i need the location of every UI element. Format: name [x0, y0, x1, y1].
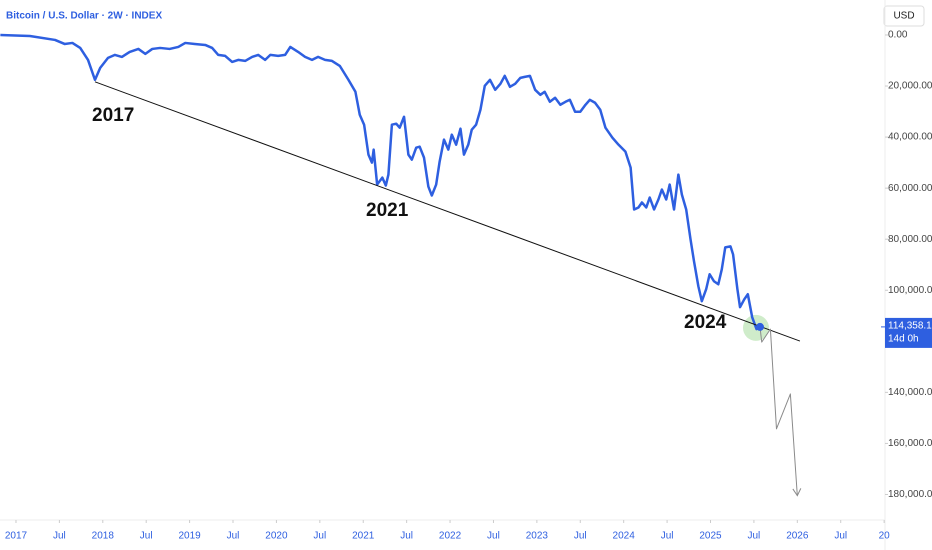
x-tick-label: 2025	[699, 531, 722, 542]
y-tick-label: 180,000.00	[888, 489, 932, 500]
annotation: 2024	[684, 312, 727, 333]
price-label: 114,358.15	[888, 321, 932, 332]
y-tick-label: 100,000.00	[888, 285, 932, 296]
x-tick-label: Jul	[140, 531, 153, 542]
y-tick-label: 160,000.00	[888, 438, 932, 449]
x-tick-label: 2021	[352, 531, 375, 542]
last-point	[755, 322, 764, 331]
x-tick-label: 20	[879, 531, 891, 542]
x-tick-label: 2020	[265, 531, 288, 542]
x-tick-label: Jul	[748, 531, 761, 542]
x-tick-label: 2018	[92, 531, 115, 542]
symbol-title: Bitcoin / U.S. Dollar · 2W · INDEX	[6, 11, 162, 22]
currency-box[interactable]	[883, 5, 925, 27]
x-tick-label: 2019	[178, 531, 201, 542]
x-tick-label: 2024	[613, 531, 636, 542]
x-tick-label: 2023	[526, 531, 549, 542]
price-box	[885, 317, 932, 348]
countdown-label: 14d 0h	[888, 334, 919, 345]
y-tick-label: 140,000.00	[888, 387, 932, 398]
x-tick-label: Jul	[313, 531, 326, 542]
y-tick-label: 80,000.00	[888, 234, 932, 245]
annotation: 2017	[92, 105, 134, 126]
series-line	[759, 326, 802, 497]
x-tick-label: Jul	[834, 531, 847, 542]
x-tick-label: Jul	[574, 531, 587, 542]
annotation: 2021	[366, 200, 409, 221]
x-tick-label: Jul	[227, 531, 240, 542]
y-tick-label: 40,000.00	[888, 132, 932, 143]
y-tick-label: 0.00	[888, 30, 908, 41]
x-tick-label: 2022	[439, 531, 462, 542]
y-tick-label: 60,000.00	[888, 183, 932, 194]
x-tick-label: Jul	[487, 531, 500, 542]
series-line	[94, 81, 801, 342]
y-tick-label: 20,000.00	[888, 81, 932, 92]
x-tick-label: 2017	[5, 531, 28, 542]
x-tick-label: Jul	[661, 531, 674, 542]
currency[interactable]: USD	[893, 11, 914, 22]
x-tick-label: 2026	[786, 531, 809, 542]
series-line	[0, 33, 761, 331]
x-tick-label: Jul	[400, 531, 413, 542]
x-tick-label: Jul	[53, 531, 66, 542]
